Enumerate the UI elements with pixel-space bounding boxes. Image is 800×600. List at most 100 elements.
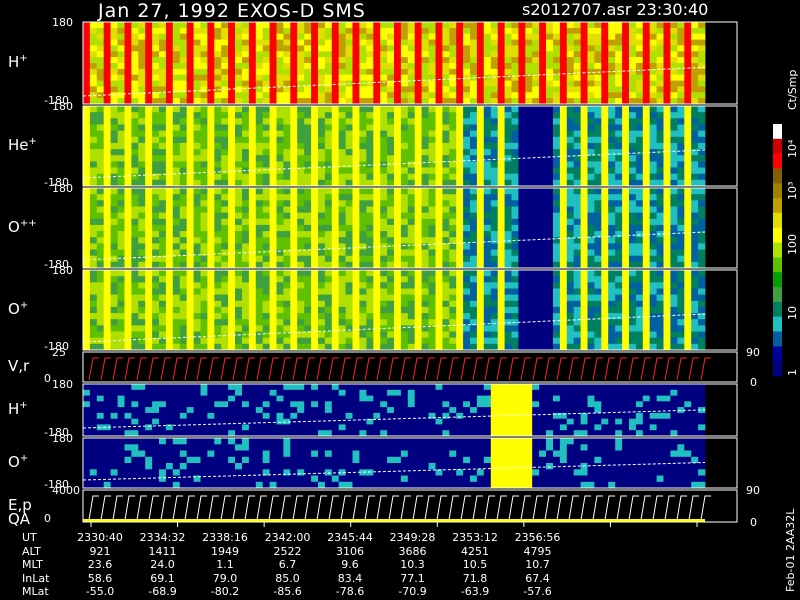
spectrogram-cell	[255, 288, 264, 296]
spectrogram-cell	[553, 45, 561, 52]
spectrogram-cell	[366, 98, 374, 105]
spectrogram-cell	[311, 325, 319, 332]
spectrogram-cell	[587, 179, 595, 187]
spectrogram-cell	[262, 167, 270, 175]
spectrogram-cell	[193, 63, 201, 70]
spectrogram-cell	[103, 343, 111, 351]
spectrogram-cell	[497, 200, 505, 207]
spectrogram-cell	[615, 188, 623, 195]
spectrogram-cell	[103, 200, 111, 207]
spectrogram-cell	[539, 39, 547, 46]
spectrogram-cell	[476, 331, 485, 339]
spectrogram-cell	[435, 194, 443, 201]
spectrogram-cell	[200, 407, 208, 414]
spectrogram-cell	[559, 306, 568, 314]
spectrogram-cell	[103, 149, 111, 156]
spectrogram-cell	[359, 22, 367, 29]
spectrogram-cell	[421, 294, 429, 302]
spectrogram-cell	[470, 243, 478, 250]
spectrogram-cell	[470, 39, 478, 46]
spectrogram-cell	[221, 92, 229, 99]
spectrogram-cell	[331, 188, 340, 195]
spectrogram-cell	[387, 57, 395, 64]
spectrogram-cell	[442, 282, 450, 289]
spectrogram-cell	[131, 200, 139, 207]
spectrogram-cell	[635, 39, 644, 46]
spectrogram-cell	[387, 288, 395, 296]
spectrogram-cell	[117, 45, 125, 52]
spectrogram-cell	[629, 200, 637, 207]
spectrogram-cell	[152, 194, 160, 201]
spectrogram-cell	[324, 276, 333, 283]
spectrogram-cell	[463, 188, 471, 195]
spectrogram-cell	[89, 161, 98, 168]
spectrogram-cell	[615, 179, 623, 187]
spectrogram-cell	[96, 51, 105, 58]
spectrogram-cell	[435, 173, 443, 181]
spectrogram-cell	[89, 194, 98, 201]
spectrogram-cell	[283, 194, 291, 201]
spectrogram-cell	[622, 106, 630, 113]
spectrogram-cell	[283, 106, 291, 113]
spectrogram-cell	[304, 51, 312, 58]
spectrogram-cell	[490, 74, 499, 81]
spectrogram-cell	[276, 161, 284, 168]
spectrogram-cell	[387, 106, 395, 113]
spectrogram-cell	[352, 249, 360, 257]
spectrogram-cell	[463, 92, 471, 99]
spectrogram-cell	[179, 179, 188, 187]
spectrogram-cell	[138, 237, 146, 244]
spectrogram-cell	[684, 118, 692, 125]
spectrogram-cell	[594, 306, 602, 314]
spectrogram-cell	[387, 63, 395, 70]
spectrogram-cell	[262, 294, 270, 302]
spectrogram-cell	[559, 22, 568, 29]
spectrogram-cell	[83, 218, 91, 226]
spectrogram-cell	[324, 282, 333, 289]
spectrogram-cell	[608, 200, 616, 207]
spectrogram-cell	[304, 45, 312, 52]
spectrogram-cell	[539, 194, 547, 201]
spectrogram-cell	[283, 155, 291, 162]
spectrogram-cell	[110, 276, 118, 283]
spectrogram-cell	[89, 74, 98, 81]
spectrogram-cell	[608, 218, 616, 226]
spectrogram-cell	[594, 92, 602, 99]
spectrogram-cell	[456, 231, 464, 238]
spectrogram-cell	[635, 188, 644, 195]
spectrogram-cell	[186, 22, 194, 29]
spectrogram-cell	[89, 430, 98, 437]
spectrogram-cell	[566, 212, 575, 220]
spectrogram-cell	[318, 243, 326, 250]
spectrogram-cell	[691, 130, 699, 138]
spectrogram-cell	[511, 39, 519, 46]
spectrogram-cell	[311, 337, 319, 345]
spectrogram-cell	[677, 261, 685, 269]
spectrogram-cell	[539, 294, 547, 302]
spectrogram-cell	[373, 130, 381, 138]
spectrogram-cell	[490, 188, 499, 195]
spectrogram-cell	[483, 188, 492, 195]
spectrogram-cell	[318, 51, 326, 58]
spectrogram-cell	[414, 130, 422, 138]
spectrogram-cell	[642, 22, 651, 29]
spectrogram-cell	[311, 249, 319, 257]
spectrogram-cell	[138, 22, 146, 29]
spectrogram-cell	[255, 39, 264, 46]
spectrogram-cell	[345, 261, 353, 269]
spectrogram-cell	[131, 418, 139, 425]
spectrogram-cell	[207, 319, 215, 326]
spectrogram-cell	[518, 276, 526, 283]
spectrogram-cell	[186, 74, 194, 81]
spectrogram-cell	[172, 194, 181, 201]
spectrogram-cell	[608, 51, 616, 58]
spectrogram-cell	[345, 249, 353, 257]
spectrogram-cell	[684, 51, 692, 58]
spectrogram-cell	[255, 155, 264, 162]
spectrogram-cell	[83, 243, 91, 250]
spectrogram-cell	[145, 39, 153, 46]
spectrogram-cell	[110, 74, 118, 81]
spectrogram-cell	[566, 45, 575, 52]
spectrogram-cell	[635, 92, 644, 99]
spectrogram-cell	[414, 288, 422, 296]
